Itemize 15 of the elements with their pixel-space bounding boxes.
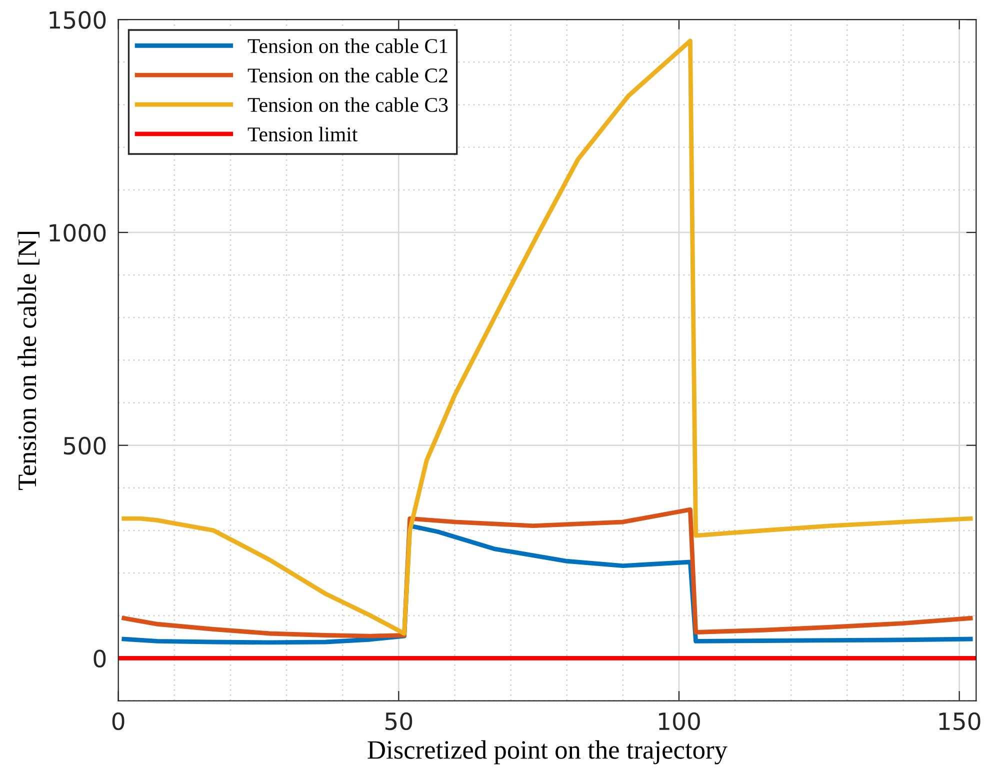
legend-label: Tension limit <box>248 126 358 142</box>
x-tick-label: 50 <box>385 712 412 730</box>
legend-label: Tension on the cable C1 <box>248 38 448 54</box>
y-axis-title: Tension on the cable [N] <box>18 232 40 490</box>
x-axis-title: Discretized point on the trajectory <box>368 740 728 764</box>
x-tick-label: 150 <box>939 712 980 730</box>
y-tick-label: 0 <box>94 650 106 668</box>
legend-label: Tension on the cable C2 <box>248 68 448 83</box>
line-series <box>122 38 973 636</box>
legend-label: Tension on the cable C3 <box>248 97 448 112</box>
y-tick-label: 500 <box>64 436 106 455</box>
y-tick-label: 1000 <box>50 224 106 242</box>
x-tick-label: 100 <box>659 712 700 730</box>
y-tick-label: 1500 <box>50 11 106 29</box>
x-tick-label: 0 <box>112 712 124 730</box>
